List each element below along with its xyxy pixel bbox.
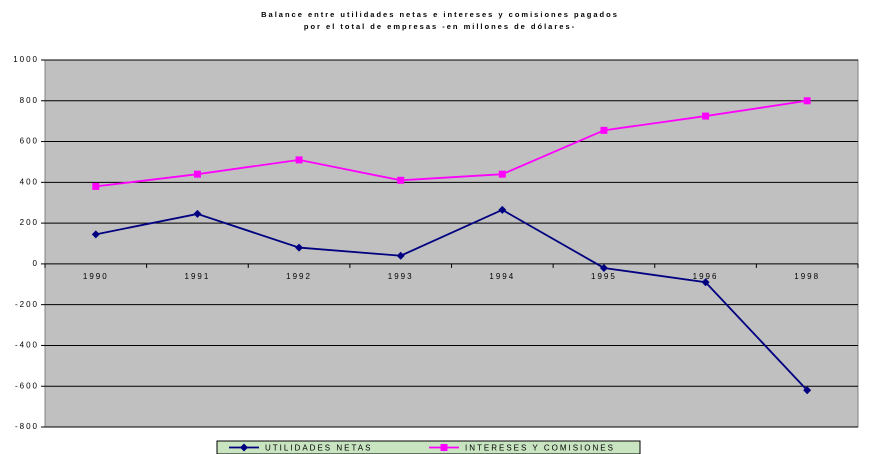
point [701, 278, 710, 287]
y-tick-label: -400 [15, 341, 39, 350]
x-tick-label: 1998 [794, 272, 820, 281]
point [397, 176, 405, 184]
legend-marker [440, 444, 448, 451]
legend-marker [240, 443, 248, 452]
chart-title: por el total de empresas -en millones de… [304, 22, 576, 31]
x-tick-label: 1993 [388, 272, 414, 281]
point [599, 263, 608, 272]
y-tick-label: 1000 [13, 55, 39, 64]
point [92, 182, 100, 190]
point [600, 126, 608, 134]
legend-label: INTERESES Y COMISIONES [465, 444, 615, 453]
point [803, 97, 811, 105]
point [396, 251, 405, 260]
point [193, 209, 202, 218]
series-line [95, 99, 808, 188]
legend-label: UTILIDADES NETAS [265, 444, 372, 453]
chart-title: Balance entre utilidades netas e interes… [261, 10, 619, 19]
point [295, 156, 303, 164]
point [803, 386, 812, 395]
point [702, 112, 710, 120]
point [193, 170, 201, 178]
x-tick-label: 1991 [185, 272, 211, 281]
series-line [95, 208, 808, 391]
y-tick-label: 0 [33, 259, 39, 268]
point [498, 170, 506, 178]
x-tick-label: 1994 [489, 272, 515, 281]
y-tick-label: 600 [20, 137, 39, 146]
x-tick-label: 1990 [83, 272, 109, 281]
y-tick-label: 800 [20, 96, 39, 105]
y-tick-label: -800 [15, 422, 39, 431]
x-tick-label: 1995 [591, 272, 617, 281]
point [295, 243, 304, 252]
x-tick-label: 1992 [286, 272, 312, 281]
point [91, 230, 100, 239]
y-tick-label: -200 [15, 300, 39, 309]
y-tick-label: -600 [15, 381, 39, 390]
y-tick-label: 200 [20, 218, 39, 227]
x-tick-label: 1996 [693, 272, 719, 281]
point [498, 205, 507, 214]
legend [216, 440, 641, 454]
plot-area [44, 59, 859, 428]
y-tick-label: 400 [20, 177, 39, 186]
